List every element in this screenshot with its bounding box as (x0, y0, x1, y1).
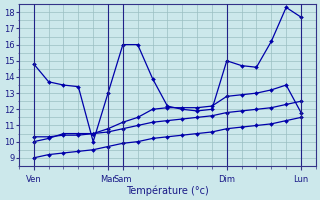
X-axis label: Température (°c): Température (°c) (126, 185, 209, 196)
